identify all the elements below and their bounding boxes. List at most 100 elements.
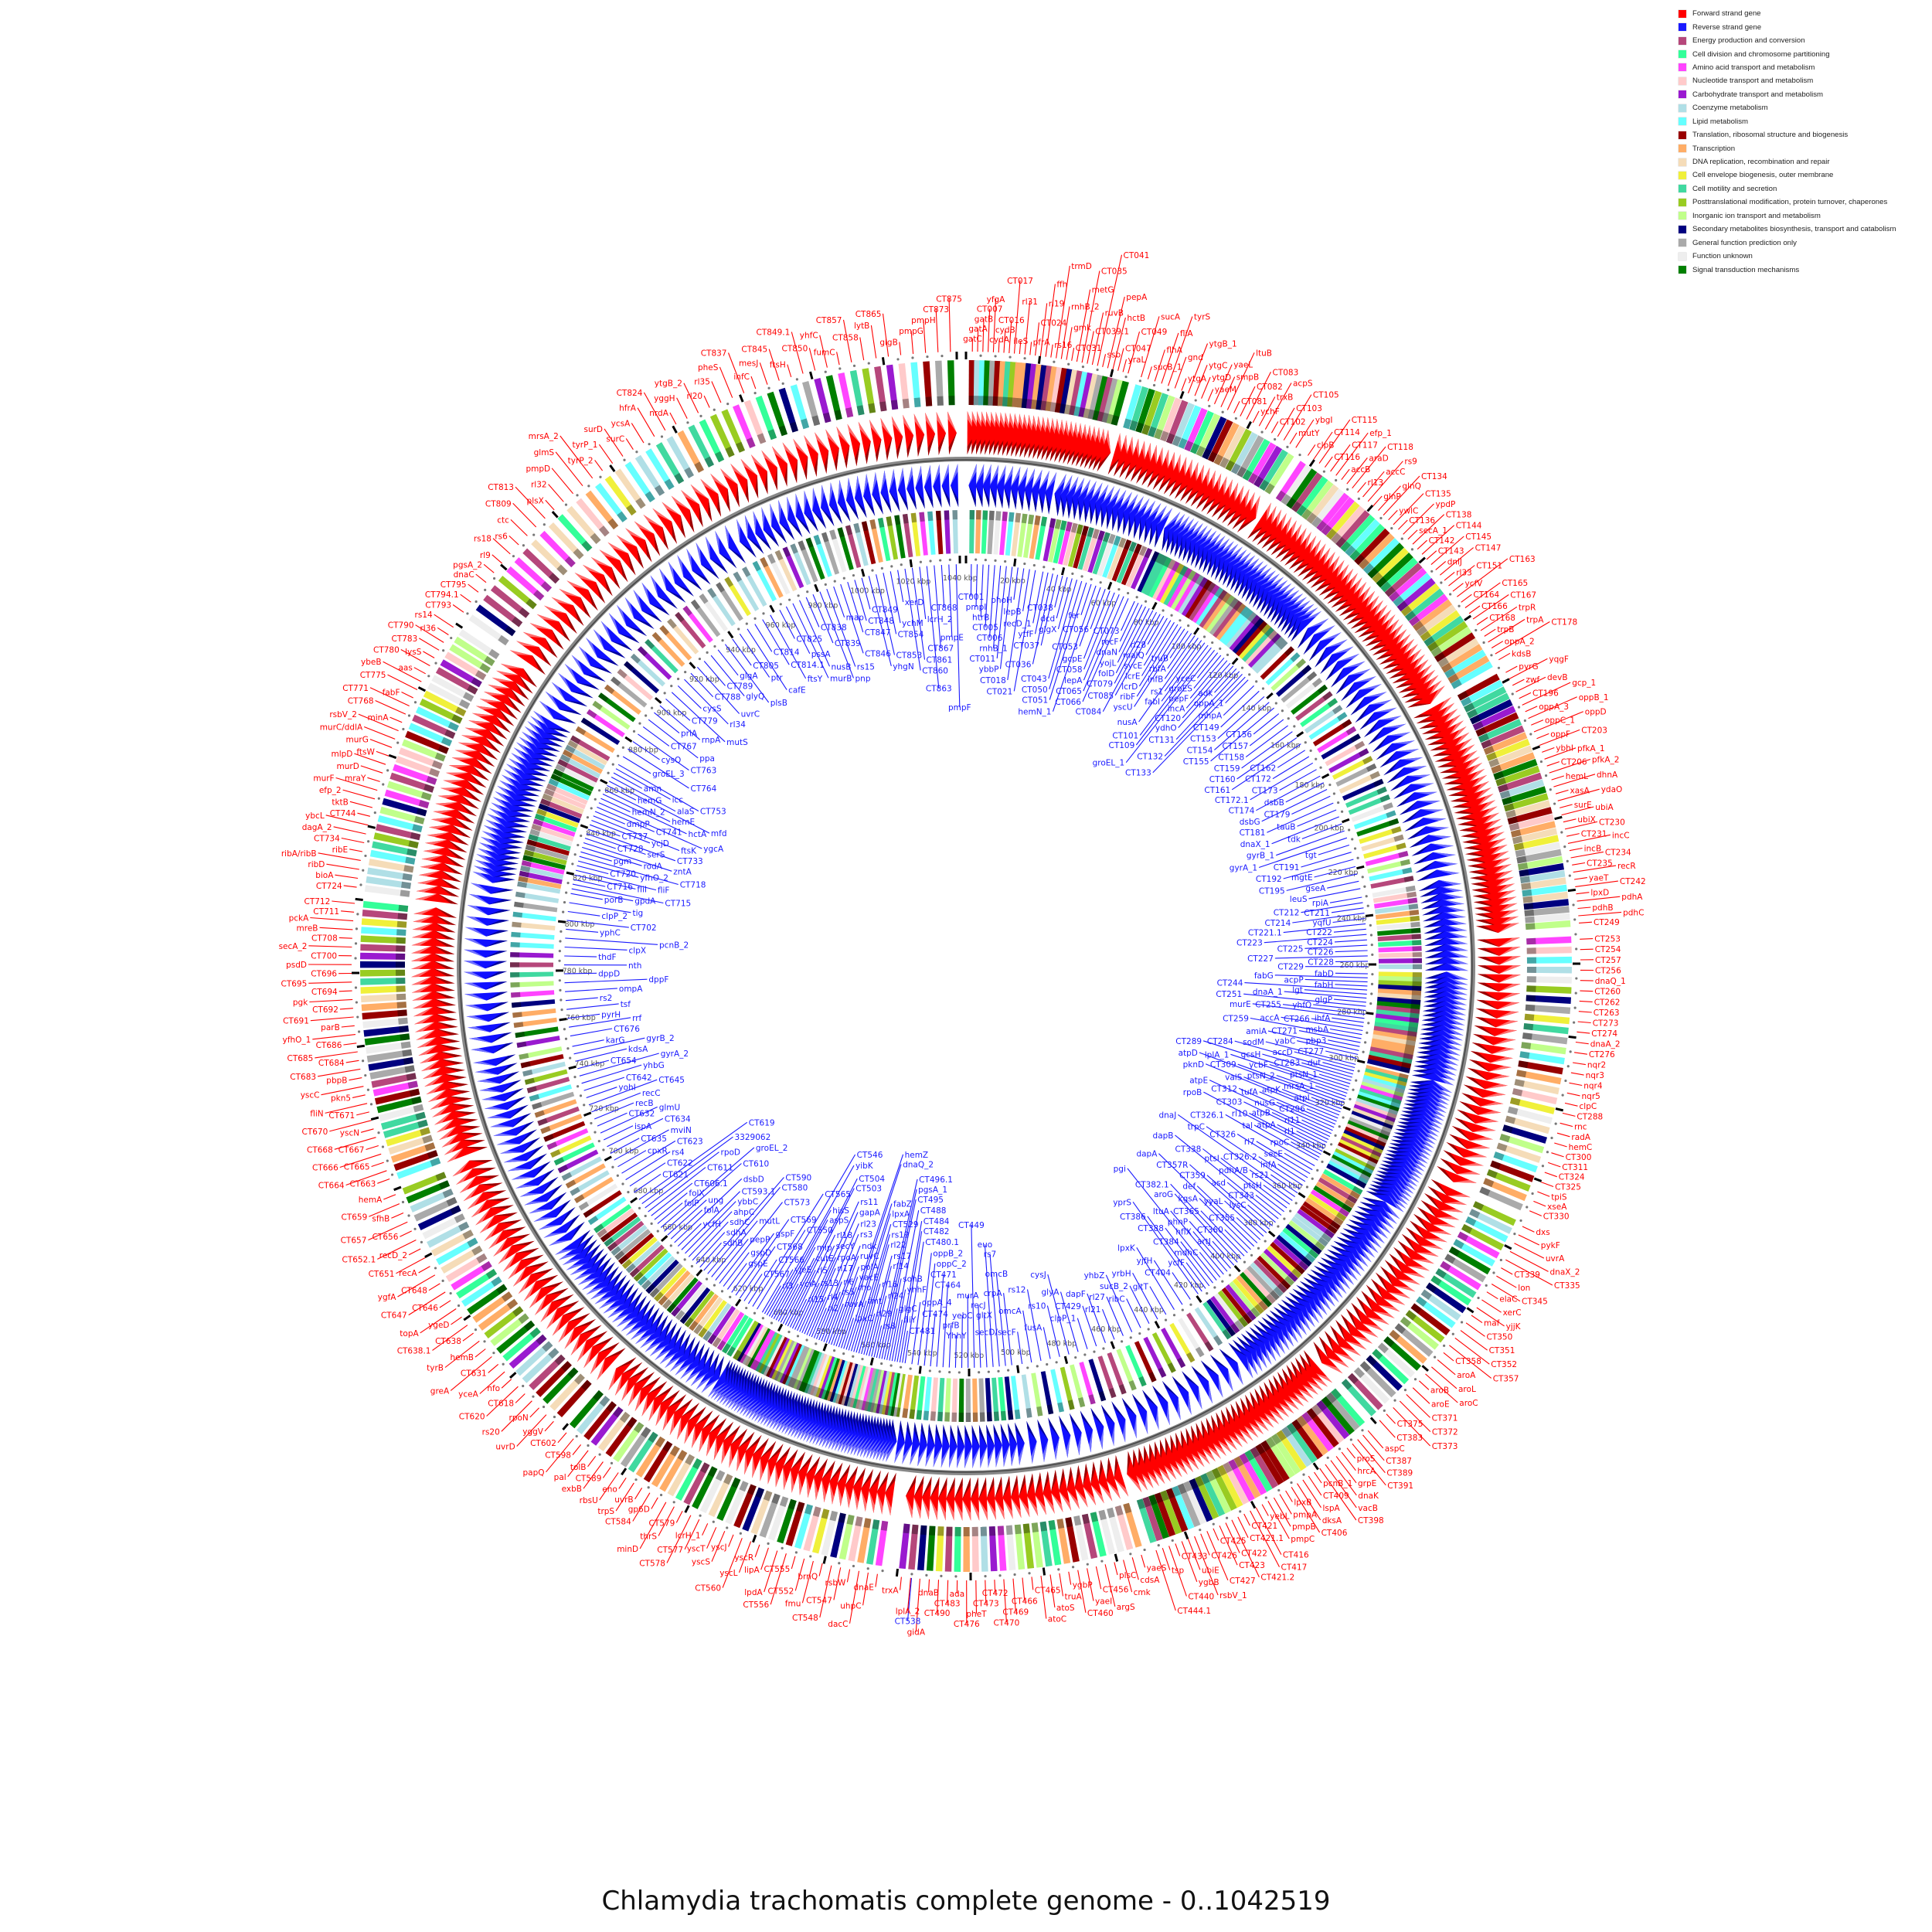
cog-box-shade [928, 1526, 936, 1536]
cog-box-shade [635, 498, 646, 509]
arrow-highlight [744, 515, 749, 538]
arrow-shade [434, 922, 456, 933]
outer-minor-tick [1129, 1553, 1132, 1556]
cog-category-box [427, 1221, 470, 1248]
arrow-highlight [1379, 716, 1402, 720]
cog-box-shade [463, 692, 474, 702]
forward-gene-arrow [1226, 1406, 1248, 1444]
arrow-highlight [1370, 1225, 1385, 1244]
arrow-shade [745, 479, 749, 503]
cog-box-shade [648, 1431, 658, 1443]
cog-box-shade [1412, 621, 1424, 631]
arrow-highlight [452, 1160, 470, 1177]
cog-category-box [1523, 1023, 1569, 1035]
reverse-gene-arrow [1131, 1393, 1148, 1434]
cog-box-shade [692, 1458, 702, 1470]
cog-box-shade [1525, 916, 1535, 923]
arrow-highlight [1038, 471, 1049, 492]
arrow-highlight [869, 1439, 882, 1459]
arrow-highlight [798, 1472, 802, 1495]
arrow-shade [443, 862, 463, 875]
reverse-gene-arrow [1320, 646, 1354, 675]
outer-minor-tick [1277, 1488, 1281, 1492]
arrow-shade [1308, 641, 1321, 662]
arrow-shade [1416, 1053, 1439, 1059]
cog-category-box [529, 1354, 566, 1390]
arrow-highlight [662, 1407, 668, 1431]
arrow-shade [1182, 539, 1187, 562]
arrow-highlight [1473, 787, 1492, 803]
arrow-highlight [1031, 469, 1043, 490]
arrow-shade [873, 1416, 879, 1439]
outer-minor-tick [726, 1526, 729, 1529]
arrow-highlight [1432, 1223, 1456, 1228]
arrow-highlight [834, 1431, 848, 1451]
arrow-shade [1440, 1158, 1458, 1175]
outer-minor-tick [1338, 1447, 1342, 1451]
tick-label: 500 kbp [1001, 1349, 1031, 1357]
outer-minor-tick [1260, 430, 1264, 434]
cog-category-box [857, 1518, 872, 1563]
cog-category-box [431, 675, 474, 702]
arrow-highlight [447, 1147, 464, 1162]
arrow-shade [1423, 1001, 1446, 1008]
cog-category-box [454, 636, 495, 666]
inner-minor-tick [871, 569, 874, 572]
inner-major-tick [1298, 1192, 1306, 1199]
arrow-highlight [574, 573, 597, 583]
cog-category-box [1031, 364, 1043, 410]
arrow-shade [461, 794, 479, 809]
arrow-shade [1100, 504, 1104, 528]
cog-category-box [1521, 877, 1566, 890]
arrow-shade [1407, 703, 1430, 708]
arrow-shade [1240, 1333, 1260, 1347]
arrow-shade [450, 832, 469, 845]
arrow-highlight [1304, 532, 1311, 554]
arrow-highlight [917, 1445, 927, 1466]
arrow-shade [1362, 1197, 1386, 1202]
forward-gene-arrow [512, 1261, 549, 1287]
cog-box-shade [856, 405, 865, 416]
arrow-highlight [411, 975, 434, 985]
inner-minor-tick [770, 1321, 774, 1325]
forward-gene-arrow [1190, 468, 1210, 507]
cog-box-shade [484, 655, 495, 666]
outer-minor-tick [354, 942, 358, 945]
arrow-shade [1002, 434, 1012, 456]
outer-minor-tick [1460, 1321, 1464, 1324]
arrow-shade [1182, 1371, 1199, 1387]
cog-category-box [1393, 573, 1431, 607]
arrow-highlight [496, 670, 519, 675]
arrow-shade [928, 1423, 935, 1446]
reverse-gene-arrow [933, 1423, 943, 1468]
outer-minor-tick [1569, 1050, 1572, 1053]
arrow-highlight [1198, 1386, 1202, 1410]
outer-minor-tick [1575, 947, 1578, 951]
outer-major-tick [672, 425, 678, 434]
arrow-highlight [982, 464, 992, 486]
arrow-shade [709, 1418, 727, 1434]
forward-gene-arrow [1196, 470, 1216, 509]
cog-category-box [1223, 1461, 1250, 1505]
arrow-shade [1413, 714, 1437, 719]
arrow-highlight [1498, 916, 1519, 927]
arrow-shade [446, 847, 466, 860]
inner-minor-tick [1311, 1177, 1314, 1180]
arrow-shade [1095, 502, 1099, 526]
arrow-highlight [1144, 1468, 1159, 1487]
cog-box-shade [771, 1493, 781, 1505]
arrow-shade [1419, 725, 1443, 729]
cog-category-box [1321, 1396, 1355, 1435]
arrow-shade [1423, 911, 1444, 922]
reverse-gene-arrow [1297, 618, 1329, 648]
inner-minor-tick [579, 1094, 583, 1097]
cog-category-box [1426, 1282, 1467, 1314]
outer-minor-tick [1326, 1456, 1329, 1459]
cog-category-box [1498, 772, 1543, 793]
arrow-shade [559, 621, 570, 642]
arrow-shade [1083, 1463, 1088, 1487]
cog-box-shade [420, 1127, 430, 1136]
cog-category-box [1286, 468, 1318, 509]
cog-category-box [767, 391, 787, 437]
cog-category-box [1141, 390, 1162, 435]
